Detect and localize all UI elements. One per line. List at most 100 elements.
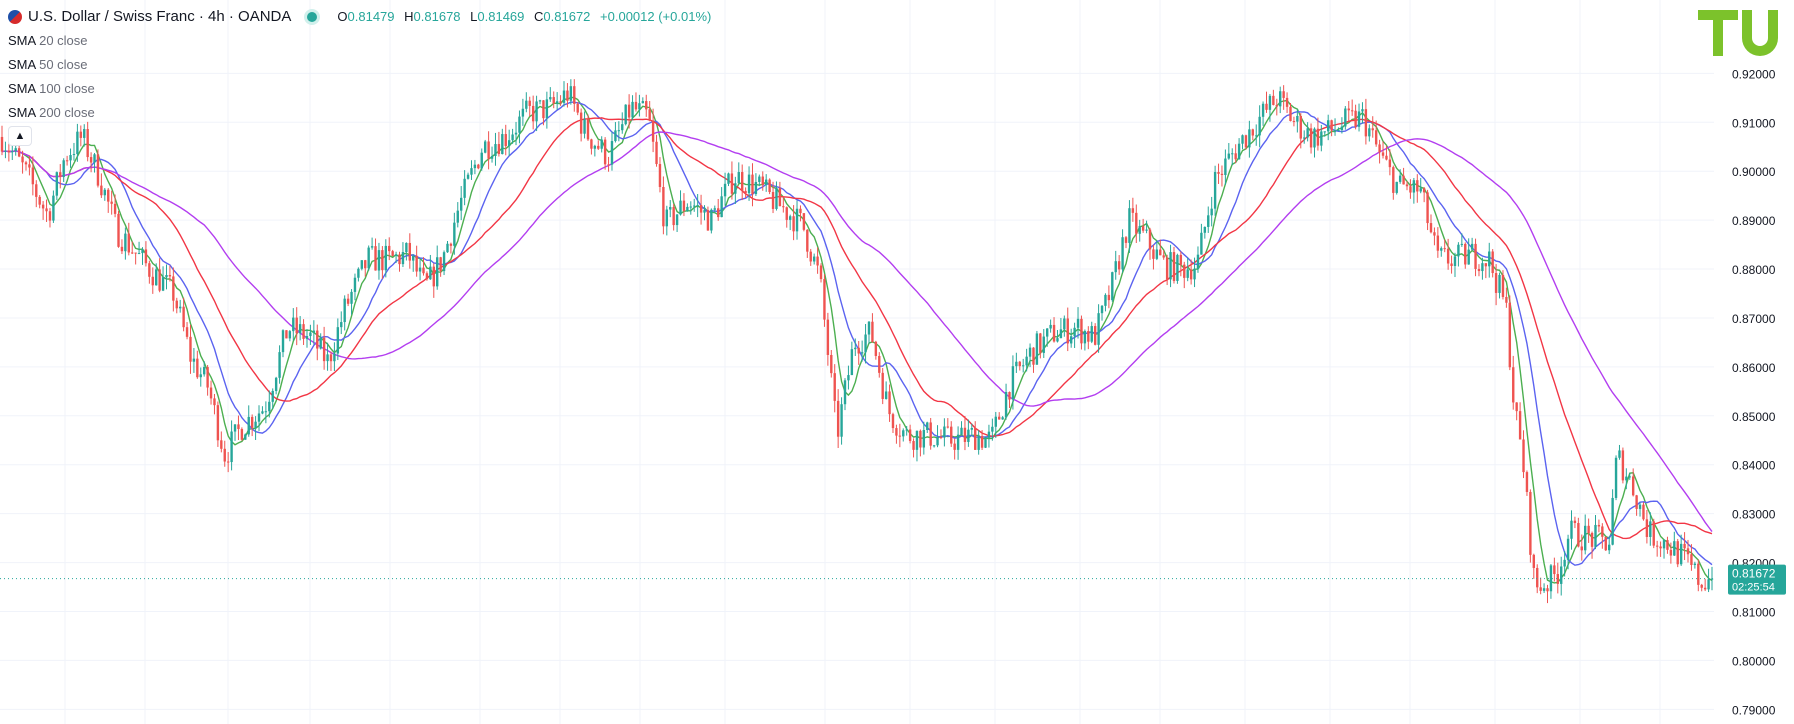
candle-body: [1097, 313, 1100, 345]
candle-body: [579, 112, 583, 134]
candle-body: [627, 104, 631, 118]
candle-body: [1090, 326, 1093, 342]
candle-body: [1621, 450, 1625, 481]
candle-body: [1518, 411, 1522, 440]
candle-body: [1512, 367, 1515, 403]
y-tick-label: 0.90000: [1732, 165, 1776, 179]
close-value: 0.81672: [543, 9, 591, 24]
candle-body: [76, 131, 79, 155]
candle-body: [1614, 457, 1618, 498]
candle-body: [950, 426, 953, 444]
candle-body: [38, 196, 41, 205]
candle-body: [1638, 504, 1642, 509]
candle-body: [381, 250, 384, 271]
candle-body: [131, 252, 134, 254]
candle-body: [1457, 244, 1460, 257]
candle-body: [230, 431, 233, 463]
candle-body: [151, 276, 154, 286]
candle-body: [1361, 109, 1364, 112]
candle-body: [117, 213, 120, 247]
candle-body: [1494, 273, 1498, 293]
candle-body: [706, 210, 710, 231]
candle-body: [737, 172, 740, 184]
candle-body: [35, 184, 38, 197]
candle-body: [1159, 249, 1162, 256]
candle-body: [1655, 545, 1659, 547]
candle-body: [316, 330, 319, 349]
candle-body: [182, 306, 185, 328]
candle-body: [922, 429, 926, 448]
candle-body: [1515, 402, 1518, 412]
candle-body: [343, 298, 346, 323]
candle-body: [1433, 232, 1436, 236]
candle-body: [1035, 333, 1039, 365]
candle-body: [792, 216, 795, 232]
candle-body: [1063, 318, 1066, 330]
candle-body: [1378, 144, 1381, 153]
candle-body: [172, 276, 175, 301]
candle-body: [473, 164, 477, 169]
candle-body: [1045, 328, 1049, 337]
candle-body: [1368, 128, 1371, 137]
indicator-sma-100[interactable]: SMA 100 close: [8, 80, 711, 98]
candle-body: [1337, 130, 1340, 132]
candle-body: [11, 151, 14, 153]
candle-body: [549, 97, 552, 100]
candle-body: [134, 252, 137, 254]
candle-body: [802, 213, 806, 230]
candle-body: [24, 162, 28, 165]
candle-body: [799, 208, 802, 214]
candle-body: [905, 429, 908, 431]
candle-body: [83, 129, 86, 138]
candle-body: [919, 430, 922, 448]
candle-body: [1580, 546, 1583, 551]
candle-body: [1539, 587, 1542, 591]
candle-body: [367, 247, 370, 269]
candle-body: [744, 190, 747, 194]
candle-body: [1330, 120, 1333, 131]
candle-body: [1416, 180, 1419, 192]
candle-body: [446, 243, 449, 253]
candle-body: [250, 416, 254, 428]
symbol-title[interactable]: U.S. Dollar / Swiss Franc · 4h · OANDA: [28, 8, 292, 25]
indicator-sma-20[interactable]: SMA 20 close: [8, 32, 711, 50]
candle-body: [1577, 523, 1580, 547]
y-tick-label: 0.80000: [1732, 654, 1776, 668]
candle-body: [696, 204, 699, 206]
candle-body: [878, 355, 881, 373]
candle-body: [754, 181, 758, 195]
candle-body: [1032, 347, 1035, 365]
candle-body: [819, 265, 823, 280]
candle-body: [747, 174, 751, 194]
candle-body: [1080, 318, 1083, 344]
candle-body: [926, 422, 929, 430]
candle-body: [103, 189, 107, 196]
collapse-legend-button[interactable]: ▲: [8, 126, 32, 146]
chart-grid: [0, 0, 1714, 724]
candle-body: [466, 174, 470, 179]
candle-body: [730, 173, 734, 194]
y-tick-label: 0.85000: [1732, 410, 1776, 424]
candle-body: [857, 347, 860, 354]
candle-body: [1440, 248, 1443, 251]
candle-body: [501, 134, 504, 155]
candle-body: [535, 101, 538, 122]
candle-body: [542, 100, 545, 119]
candle-body: [1594, 524, 1597, 547]
candle-body: [1385, 155, 1388, 160]
candle-body: [240, 429, 244, 440]
candle-body: [597, 145, 600, 149]
candle-body: [1255, 135, 1258, 137]
indicator-sma-200[interactable]: SMA 200 close: [8, 104, 711, 122]
indicator-sma-50[interactable]: SMA 50 close: [8, 56, 711, 74]
open-value: 0.81479: [347, 9, 395, 24]
candle-body: [412, 255, 415, 261]
candle-body: [648, 109, 651, 121]
candle-body: [895, 428, 898, 436]
candle-body: [1231, 153, 1234, 155]
indicator-params: 20 close: [39, 33, 88, 48]
candle-body: [1176, 254, 1179, 281]
candle-body: [1409, 186, 1412, 193]
candle-body: [161, 277, 165, 291]
